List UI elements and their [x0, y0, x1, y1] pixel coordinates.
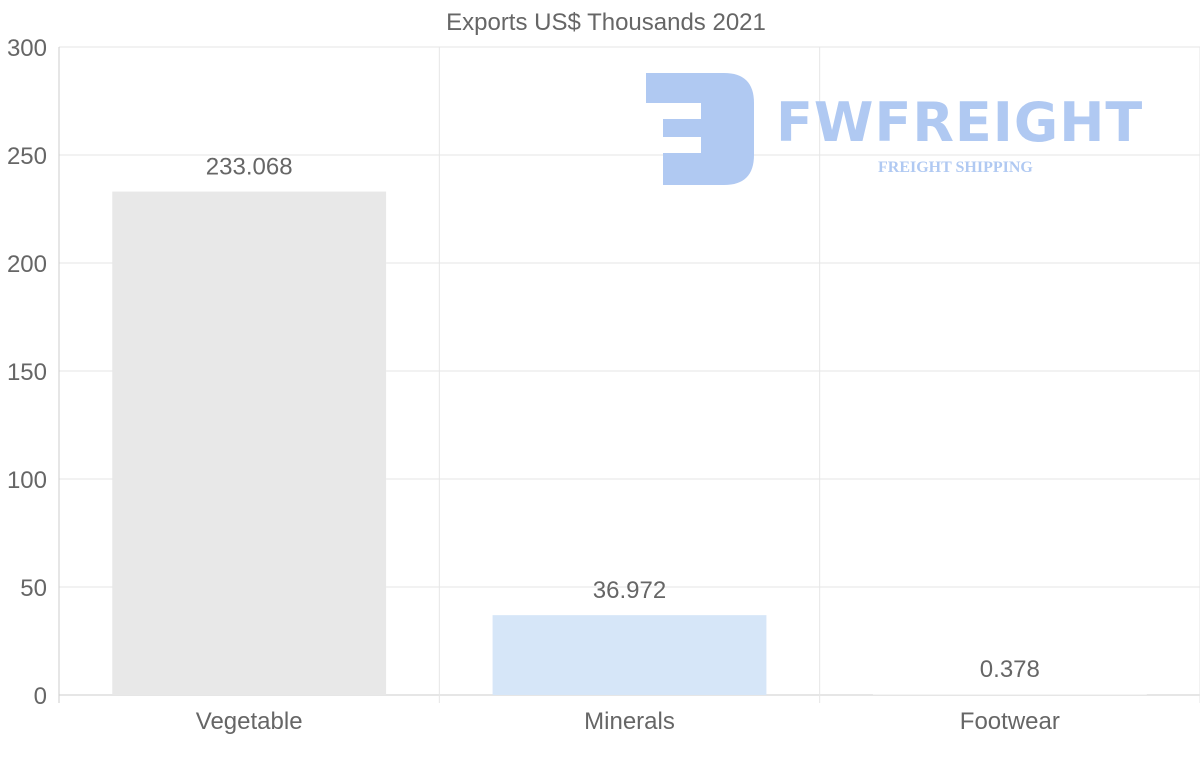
- bar-footwear: [872, 694, 1147, 695]
- bar-minerals: [492, 615, 767, 695]
- x-tick-label: Vegetable: [196, 708, 303, 735]
- x-tick-label: Minerals: [584, 708, 675, 735]
- logo-wordmark: FWFREIGHT: [776, 91, 1144, 154]
- logo-tagline: FREIGHT SHIPPING: [878, 159, 1033, 176]
- y-tick-label: 250: [7, 143, 47, 170]
- y-tick-label: 50: [20, 575, 47, 602]
- y-tick-label: 150: [7, 359, 47, 386]
- chart-title: Exports US$ Thousands 2021: [446, 9, 766, 36]
- y-tick-label: 0: [34, 683, 47, 710]
- bar-value-label: 0.378: [980, 656, 1040, 683]
- bar-value-label: 233.068: [206, 154, 293, 181]
- bar-vegetable: [112, 191, 387, 695]
- fwfreight-watermark-logo: FWFREIGHT FREIGHT SHIPPING: [646, 73, 1156, 188]
- x-tick-label: Footwear: [960, 708, 1060, 735]
- y-tick-label: 300: [7, 35, 47, 62]
- logo-mark-icon: [646, 73, 754, 185]
- y-tick-label: 100: [7, 467, 47, 494]
- y-tick-label: 200: [7, 251, 47, 278]
- bar-value-label: 36.972: [593, 577, 666, 604]
